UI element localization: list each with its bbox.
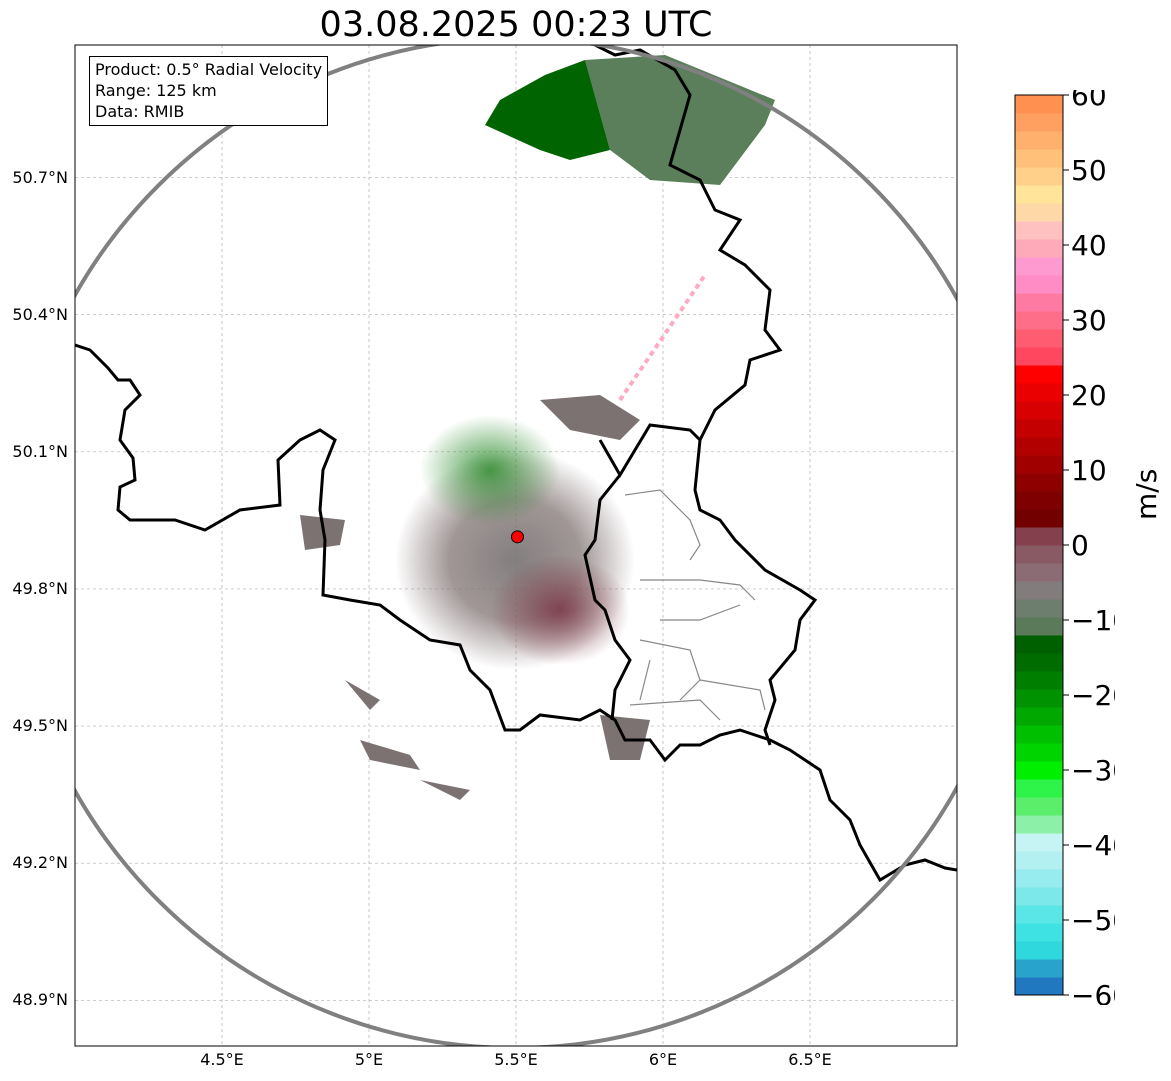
colorbar-tick-label: −60 [1071,979,1115,1005]
colorbar-segment [1015,455,1063,474]
country-border-lux [583,423,702,721]
colorbar-segment [1015,599,1063,618]
colorbar-segment [1015,761,1063,780]
colorbar-segment [1015,131,1063,150]
lon-tick-label: 6°E [648,1050,678,1069]
colorbar-segment [1015,401,1063,420]
colorbar-segment [1015,347,1063,366]
colorbar-segment [1015,491,1063,510]
colorbar-tick-label: 60 [1071,90,1107,112]
colorbar-segment [1015,887,1063,906]
colorbar-segment [1015,383,1063,402]
colorbar-segment [1015,581,1063,600]
colorbar-segment [1015,743,1063,762]
lat-tick-label: 50.4°N [12,304,68,324]
lat-tick-label: 48.9°N [12,990,68,1010]
colorbar-segment [1015,95,1063,114]
colorbar-segment [1015,293,1063,312]
colorbar-segment [1015,653,1063,672]
colorbar-segment [1015,977,1063,996]
colorbar-segment [1015,527,1063,546]
colorbar-segment [1015,671,1063,690]
colorbar-tick-label: −10 [1071,604,1115,637]
admin-borders [624,489,766,721]
colorbar-segment [1015,221,1063,240]
lon-tick-label: 4.5°E [200,1050,244,1069]
colorbar-segment [1015,959,1063,978]
colorbar-segment [1015,473,1063,492]
colorbar-segment [1015,113,1063,132]
lon-tick-label: 5.5°E [494,1050,538,1069]
colorbar-segment [1015,419,1063,438]
lat-tick-label: 49.2°N [12,853,68,873]
colorbar-tick-label: 20 [1071,379,1107,412]
colorbar-segment [1015,833,1063,852]
lat-tick-label: 49.5°N [12,716,68,736]
colorbar-tick-label: 30 [1071,304,1107,337]
colorbar-segment [1015,941,1063,960]
radar-echoes [300,55,775,800]
chart-title: 03.08.2025 00:23 UTC [319,5,713,45]
lon-tick-label: 5°E [354,1050,384,1069]
colorbar-tick-label: −30 [1071,754,1115,787]
colorbar-segment [1015,185,1063,204]
colorbar-tick-label: 40 [1071,229,1107,262]
colorbar-tick-label: −50 [1071,904,1115,937]
product-line: Product: 0.5° Radial Velocity [95,60,323,79]
colorbar-segment [1015,167,1063,186]
colorbar-tick-label: 50 [1071,154,1107,187]
colorbar-tick-label: 10 [1071,454,1107,487]
colorbar-segment [1015,509,1063,528]
lat-tick-label: 50.1°N [12,441,68,461]
colorbar-tick-label: 0 [1071,529,1089,562]
lat-tick-label: 49.8°N [12,578,68,598]
colorbar-segment [1015,545,1063,564]
colorbar-segment [1015,149,1063,168]
country-border-west [75,343,957,883]
colorbar-segment [1015,329,1063,348]
colorbar-segment [1015,275,1063,294]
range-line: Range: 125 km [95,81,217,100]
colorbar-segment [1015,923,1063,942]
colorbar-segment [1015,707,1063,726]
colorbar-segment [1015,689,1063,708]
colorbar-segment [1015,239,1063,258]
colorbar-segment [1015,725,1063,744]
product-info-box: Product: 0.5° Radial Velocity Range: 125… [89,56,329,126]
colorbar-segment [1015,365,1063,384]
colorbar-segment [1015,617,1063,636]
colorbar-segment [1015,779,1063,798]
colorbar-segment [1015,203,1063,222]
colorbar-segment [1015,869,1063,888]
colorbar: 60 50 40 30 20 10 0 −10 −20 −30 −40 −50 −60 [1014,90,1115,1005]
colorbar-tick-label: −20 [1071,679,1115,712]
source-line: Data: RMIB [95,102,185,121]
radar-site-marker [510,530,524,544]
plot-frame [74,44,958,1047]
colorbar-segment [1015,797,1063,816]
colorbar-segment [1015,815,1063,834]
colorbar-segment [1015,635,1063,654]
colorbar-tick-label: −40 [1071,829,1115,862]
lat-tick-label: 50.7°N [12,167,68,187]
country-border-east [594,45,818,746]
colorbar-segment [1015,851,1063,870]
colorbar-unit: m/s [1130,468,1163,520]
colorbar-segment [1015,905,1063,924]
colorbar-segment [1015,311,1063,330]
colorbar-segment [1015,437,1063,456]
colorbar-segment [1015,257,1063,276]
colorbar-segment [1015,563,1063,582]
lon-tick-label: 6.5°E [788,1050,832,1069]
